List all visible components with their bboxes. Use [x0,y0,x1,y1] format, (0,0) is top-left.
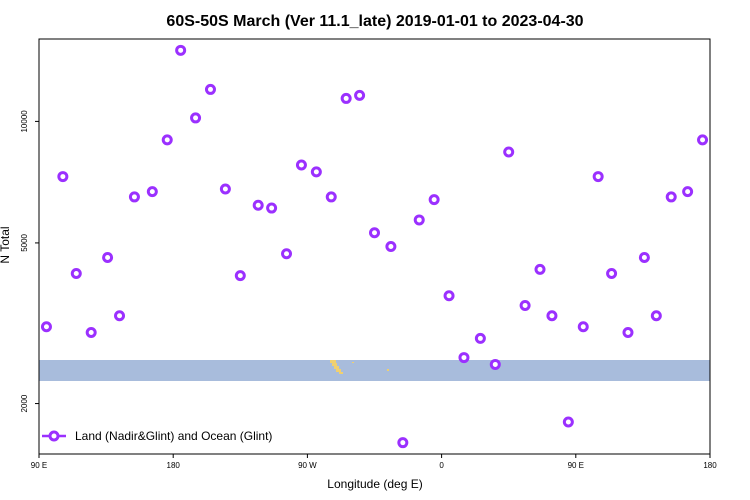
land-patch [336,369,341,372]
data-point [369,227,380,239]
x-tick-label: 180 [167,461,181,470]
data-point [266,202,278,214]
data-point [204,83,216,95]
data-point [70,267,82,279]
data-point [40,321,52,333]
land-patch [387,369,389,371]
data-point [385,240,397,252]
data-point [354,89,366,101]
data-point [128,191,140,203]
ocean-band-rect [39,360,710,381]
land-patch [332,363,337,366]
data-point [85,326,97,338]
data-point [489,358,501,370]
data-point [397,437,409,449]
y-tick-label: 10000 [20,110,29,133]
x-tick-label: 180 [703,461,717,470]
land-patch [352,362,354,363]
x-tick-label: 0 [439,461,444,470]
data-point [252,199,264,211]
data-point [474,332,486,344]
data-point [562,416,574,428]
data-point [102,252,114,264]
data-point [310,166,322,178]
data-point [114,310,126,322]
x-axis: 90 E 180 90 W 0 90 E 180 [31,454,717,470]
data-point [443,290,455,302]
plot-frame [38,38,711,455]
data-point [428,194,440,206]
data-point [281,248,293,260]
y-tick-label: 2000 [20,394,29,412]
legend: Land (Nadir&Glint) and Ocean (Glint) [42,429,272,443]
data-point [219,183,231,195]
chart-title: 60S-50S March (Ver 11.1_late) 2019-01-01… [166,13,583,30]
land-patch [339,372,343,374]
data-points [40,44,709,449]
data-point [650,310,662,322]
data-point [577,321,589,333]
data-point [682,186,694,198]
data-point [146,186,158,198]
land-patch [330,360,336,363]
data-point [340,92,352,104]
x-tick-label: 90 E [31,461,47,470]
data-point [190,112,202,124]
x-tick-label: 90 W [298,461,317,470]
data-point [503,146,515,158]
data-point [413,214,425,226]
land-patches [330,360,389,374]
data-point [697,134,709,146]
y-tick-label: 5000 [20,233,29,251]
y-axis-label: N Total [0,226,12,263]
data-point [295,159,307,171]
data-point [546,310,558,322]
data-point [592,171,604,183]
legend-marker [48,430,60,442]
data-point [161,134,173,146]
data-point [234,270,246,282]
data-point [175,44,187,56]
data-point [665,191,677,203]
data-point [534,263,546,275]
data-point [606,267,618,279]
y-axis: 2000 5000 10000 [20,110,39,412]
legend-label: Land (Nadir&Glint) and Ocean (Glint) [75,429,272,443]
land-patch [334,366,339,369]
x-tick-label: 90 E [568,461,584,470]
data-point [57,171,69,183]
data-point [638,252,650,264]
data-point [519,299,531,311]
x-axis-label: Longitude (deg E) [327,477,422,491]
data-point [458,352,470,364]
data-point [622,326,634,338]
data-point [325,191,337,203]
ocean-band [39,360,710,381]
